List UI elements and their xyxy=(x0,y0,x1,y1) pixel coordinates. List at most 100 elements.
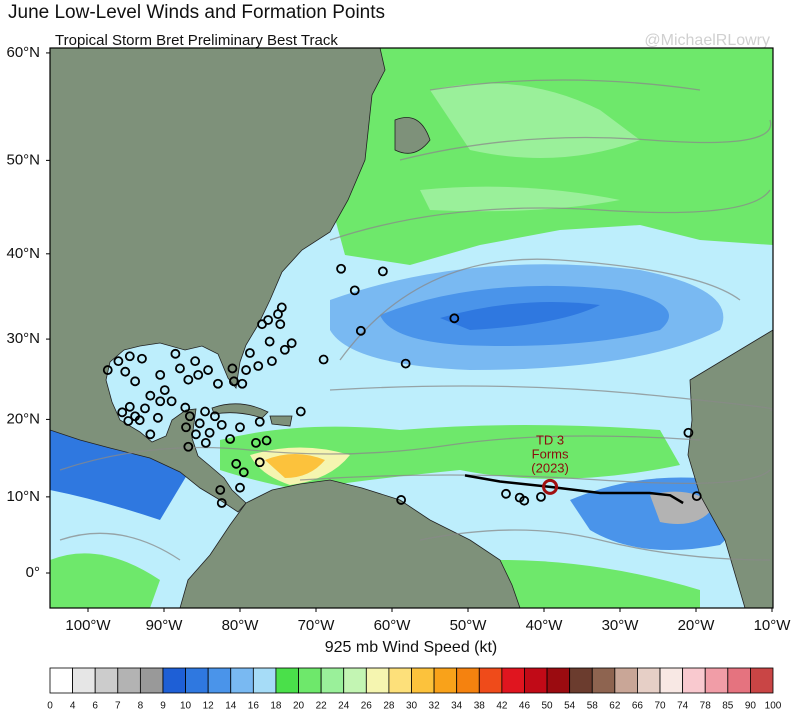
formation-point xyxy=(180,402,191,413)
colorbar-tick-label: 18 xyxy=(270,701,282,712)
colorbar-tick-label: 14 xyxy=(225,701,237,712)
colorbar-tick-label: 42 xyxy=(496,701,508,712)
colorbar-box xyxy=(365,667,390,694)
colorbar-box xyxy=(320,667,345,694)
land xyxy=(269,415,293,427)
formation-point xyxy=(519,495,530,506)
colorbar-box xyxy=(343,667,367,694)
formation-point xyxy=(159,385,170,396)
colorbar-box xyxy=(501,667,525,694)
formation-point xyxy=(203,365,213,375)
colorbar-box xyxy=(162,667,186,694)
lon-label: 60°W xyxy=(374,617,412,634)
formation-point xyxy=(123,416,134,426)
formation-point xyxy=(254,457,265,468)
formation-point xyxy=(273,309,283,320)
formation-point xyxy=(183,441,194,452)
colorbar-tick-label: 62 xyxy=(609,701,621,712)
streamlines xyxy=(59,79,773,561)
colorbar-tick-label: 10 xyxy=(180,701,192,712)
formation-point xyxy=(145,390,156,401)
formation-point xyxy=(501,488,511,499)
formation-point xyxy=(400,358,411,369)
formation-point xyxy=(225,434,236,444)
colorbar-box xyxy=(524,667,548,694)
colorbar-tick-label: 26 xyxy=(361,701,373,712)
overlay xyxy=(102,263,702,508)
formation-point xyxy=(235,482,245,493)
wind-field xyxy=(220,425,680,490)
formation-point xyxy=(166,396,177,407)
formation-point xyxy=(349,285,360,296)
colorbar-box xyxy=(117,667,141,694)
formation-point xyxy=(124,351,135,362)
lat-label: 40°N xyxy=(6,245,40,262)
lat-label: 0° xyxy=(26,564,40,581)
formation-point xyxy=(251,437,261,448)
wind-field xyxy=(50,420,190,520)
colorbar-tick-label: 12 xyxy=(203,701,215,712)
formation-point xyxy=(117,407,128,418)
formation-point xyxy=(286,338,297,349)
lon-label: 10°W xyxy=(754,617,792,634)
wind-field xyxy=(440,301,600,330)
formation-point xyxy=(377,266,388,277)
title: June Low-Level Winds and Formation Point… xyxy=(8,2,385,23)
wind-field xyxy=(430,83,640,158)
map-frame xyxy=(49,47,774,609)
formation-point xyxy=(204,427,215,438)
formation-point xyxy=(184,411,195,422)
colorbar-box xyxy=(411,667,435,694)
formation-point xyxy=(137,353,147,364)
lon-label: 20°W xyxy=(678,617,716,634)
colorbar-title: 925 mb Wind Speed (kt) xyxy=(325,639,498,656)
colorbar-box xyxy=(298,667,322,694)
formation-point xyxy=(170,348,181,359)
colorbar-tick-label: 16 xyxy=(248,701,260,712)
wind-field xyxy=(500,560,700,608)
formation-point xyxy=(295,406,306,417)
annotation: (2023) xyxy=(531,460,569,475)
land xyxy=(687,329,773,608)
colorbar-tick-label: 66 xyxy=(632,701,644,712)
colorbar-tick-label: 54 xyxy=(564,701,576,712)
colorbar-box xyxy=(569,667,593,694)
td3-point xyxy=(542,478,559,495)
land xyxy=(179,479,521,608)
lat-label: 10°N xyxy=(6,488,40,505)
colorbar-box xyxy=(94,667,119,694)
formation-point xyxy=(190,356,201,367)
annotation: TD 3 xyxy=(536,432,564,447)
wind-field xyxy=(50,553,160,608)
colorbar-box xyxy=(456,667,480,694)
colorbar-tick-label: 20 xyxy=(293,701,305,712)
colorbar-tick-label: 0 xyxy=(47,701,53,712)
formation-point xyxy=(194,418,205,429)
lon-label: 30°W xyxy=(602,617,640,634)
land xyxy=(394,117,431,154)
formation-point xyxy=(355,325,366,336)
formation-point xyxy=(213,378,223,389)
formation-point xyxy=(235,422,245,433)
colorbar-tick-label: 34 xyxy=(451,701,463,712)
colorbar-box xyxy=(230,667,254,694)
formation-point xyxy=(279,344,290,355)
subtitle: Tropical Storm Bret Preliminary Best Tra… xyxy=(55,32,338,49)
formation-point xyxy=(130,376,141,387)
colorbar-box xyxy=(139,667,164,694)
colorbar-tick-label: 6 xyxy=(92,701,98,712)
colorbar-tick-label: 100 xyxy=(765,701,782,712)
formation-point xyxy=(536,491,546,502)
colorbar-box xyxy=(275,667,299,694)
formation-point xyxy=(257,319,267,330)
colorbar-box xyxy=(478,667,503,694)
formation-point xyxy=(238,467,249,478)
colorbar-tick-label: 7 xyxy=(115,701,121,712)
formation-point xyxy=(449,313,460,324)
colorbar-tick-label: 85 xyxy=(722,701,734,712)
formation-point xyxy=(200,437,211,448)
track xyxy=(464,474,684,505)
formation-point xyxy=(216,420,227,430)
formation-point xyxy=(113,356,124,367)
lon-label: 90°W xyxy=(146,617,184,634)
